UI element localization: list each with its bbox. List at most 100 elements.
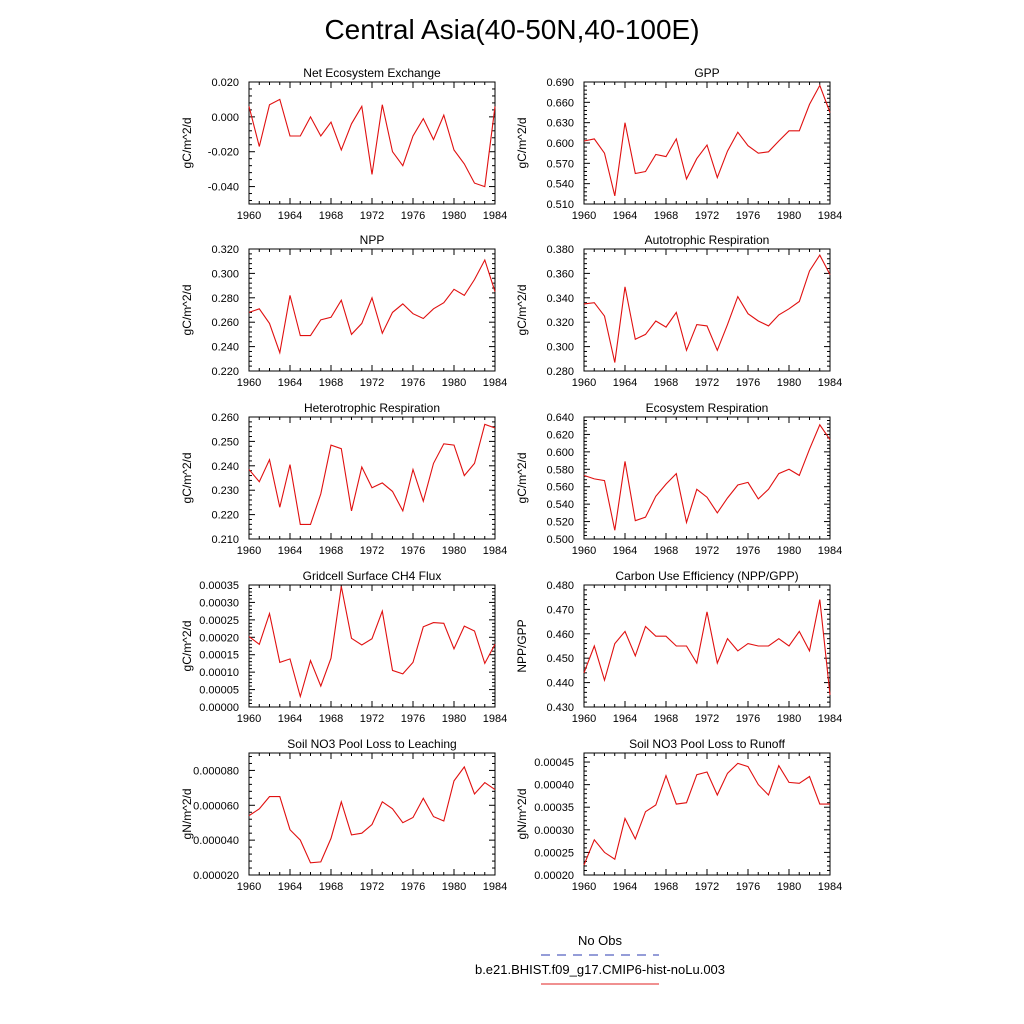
x-tick-label: 1960 xyxy=(572,881,596,893)
panel-title: Gridcell Surface CH4 Flux xyxy=(303,569,442,583)
x-tick-label: 1984 xyxy=(483,713,507,725)
y-tick-label: 0.00035 xyxy=(199,580,239,592)
x-tick-label: 1984 xyxy=(483,377,507,389)
x-tick-label: 1968 xyxy=(319,377,343,389)
x-tick-label: 1964 xyxy=(613,881,637,893)
legend-label: b.e21.BHIST.f09_g17.CMIP6-hist-noLu.003 xyxy=(475,962,725,977)
y-tick-label: 0.00025 xyxy=(199,615,239,627)
y-tick-label: 0.240 xyxy=(211,461,239,473)
x-tick-label: 1972 xyxy=(360,713,384,725)
x-tick-label: 1968 xyxy=(654,545,678,557)
y-tick-label: 0.230 xyxy=(211,485,239,497)
legend-label: No Obs xyxy=(578,933,623,948)
panel-title: Heterotrophic Respiration xyxy=(304,401,440,415)
x-tick-label: 1960 xyxy=(572,377,596,389)
plot-frame xyxy=(583,752,831,876)
y-tick-label: 0.000080 xyxy=(193,765,239,777)
y-axis-label: gC/m^2/d xyxy=(180,118,194,169)
x-tick-label: 1980 xyxy=(442,713,466,725)
y-tick-label: 0.020 xyxy=(211,77,239,89)
x-tick-label: 1960 xyxy=(237,881,261,893)
panel-title: Soil NO3 Pool Loss to Runoff xyxy=(629,737,786,751)
x-tick-label: 1980 xyxy=(777,210,801,222)
panel-10: Soil NO3 Pool Loss to Runoff gN/m^2/d 1960… xyxy=(515,737,842,893)
x-tick-label: 1968 xyxy=(319,713,343,725)
x-tick-label: 1964 xyxy=(278,545,302,557)
y-tick-label: 0.00010 xyxy=(199,667,239,679)
series-line xyxy=(583,84,831,197)
x-tick-label: 1968 xyxy=(319,881,343,893)
y-tick-label: 0.300 xyxy=(546,342,574,354)
y-tick-label: 0.00020 xyxy=(199,632,239,644)
y-tick-label: 0.220 xyxy=(211,366,239,378)
plot-frame xyxy=(248,416,496,540)
x-tick-label: 1984 xyxy=(818,210,842,222)
x-tick-label: 1964 xyxy=(613,377,637,389)
x-tick-label: 1980 xyxy=(777,881,801,893)
series-line xyxy=(583,423,831,531)
y-axis-label: gC/m^2/d xyxy=(515,453,529,504)
y-axis-label: gC/m^2/d xyxy=(180,621,194,672)
y-tick-label: 0.580 xyxy=(546,464,574,476)
y-tick-label: 0.000020 xyxy=(193,870,239,882)
x-tick-label: 1984 xyxy=(818,377,842,389)
series-line xyxy=(248,258,496,355)
plot-frame xyxy=(248,248,496,372)
y-tick-label: 0.260 xyxy=(211,317,239,329)
y-tick-label: 0.570 xyxy=(546,158,574,170)
x-tick-label: 1964 xyxy=(613,210,637,222)
panel-title: Autotrophic Respiration xyxy=(645,233,770,247)
panel-2: GPP gC/m^2/d 1960 1964 1968 1972 1976 1980 1984 0… xyxy=(515,66,842,222)
panel-9: Soil NO3 Pool Loss to Leaching gN/m^2/d 19… xyxy=(180,737,507,893)
y-tick-label: 0.460 xyxy=(546,629,574,641)
x-tick-label: 1968 xyxy=(654,210,678,222)
x-tick-label: 1960 xyxy=(572,545,596,557)
panel-3: NPP gC/m^2/d 1960 1964 1968 1972 1976 1980 1984 0… xyxy=(180,233,507,389)
y-tick-label: 0.260 xyxy=(211,412,239,424)
x-tick-label: 1964 xyxy=(278,713,302,725)
y-tick-label: 0.500 xyxy=(546,534,574,546)
y-tick-label: 0.380 xyxy=(546,244,574,256)
y-tick-label: 0.00030 xyxy=(534,825,574,837)
y-tick-label: 0.430 xyxy=(546,702,574,714)
x-tick-label: 1964 xyxy=(278,881,302,893)
y-tick-label: 0.00045 xyxy=(534,757,574,769)
plot-frame xyxy=(248,584,496,708)
y-tick-label: 0.340 xyxy=(546,293,574,305)
y-tick-label: 0.210 xyxy=(211,534,239,546)
x-tick-label: 1960 xyxy=(237,713,261,725)
panel-title: Soil NO3 Pool Loss to Leaching xyxy=(287,737,456,751)
plot-frame xyxy=(583,248,831,372)
plot-frame xyxy=(248,81,496,205)
y-tick-label: 0.280 xyxy=(546,366,574,378)
y-tick-label: 0.00040 xyxy=(534,780,574,792)
series-line xyxy=(248,98,496,188)
y-tick-label: 0.660 xyxy=(546,97,574,109)
panel-title: GPP xyxy=(694,66,719,80)
panel-7: Gridcell Surface CH4 Flux gC/m^2/d 1960 196… xyxy=(180,569,507,725)
y-tick-label: 0.320 xyxy=(546,317,574,329)
y-axis-label: gN/m^2/d xyxy=(515,789,529,840)
x-tick-label: 1960 xyxy=(572,210,596,222)
x-tick-label: 1980 xyxy=(777,377,801,389)
plot-frame xyxy=(583,416,831,540)
panel-title: Net Ecosystem Exchange xyxy=(303,66,441,80)
y-tick-label: 0.510 xyxy=(546,199,574,211)
x-tick-label: 1972 xyxy=(695,881,719,893)
x-tick-label: 1976 xyxy=(736,210,760,222)
panel-5: Heterotrophic Respiration gC/m^2/d 1960 196… xyxy=(180,401,507,557)
panel-title: Carbon Use Efficiency (NPP/GPP) xyxy=(615,569,798,583)
x-tick-label: 1976 xyxy=(401,210,425,222)
x-tick-label: 1972 xyxy=(695,210,719,222)
y-tick-label: 0.00035 xyxy=(534,802,574,814)
series-line xyxy=(583,762,830,866)
x-tick-label: 1984 xyxy=(483,210,507,222)
panel-title: NPP xyxy=(360,233,385,247)
y-tick-label: 0.600 xyxy=(546,138,574,150)
y-tick-label: 0.560 xyxy=(546,482,574,494)
x-tick-label: 1976 xyxy=(401,545,425,557)
panel-1: Net Ecosystem Exchange gC/m^2/d 1960 1964 19… xyxy=(180,66,507,222)
x-tick-label: 1968 xyxy=(319,210,343,222)
x-tick-label: 1980 xyxy=(777,713,801,725)
y-tick-label: 0.540 xyxy=(546,179,574,191)
